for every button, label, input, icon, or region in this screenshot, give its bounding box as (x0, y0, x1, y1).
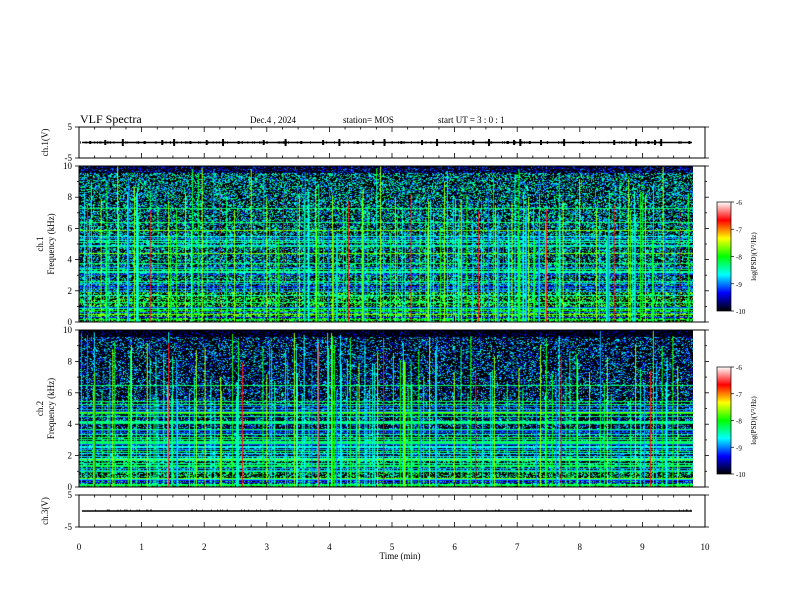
y-tick-label: 4 (68, 419, 73, 429)
y-tick-label: 0 (68, 317, 73, 327)
y-tick-label: -5 (65, 153, 73, 163)
y-tick-label: 2 (68, 286, 73, 296)
ch2-ylabel: ch.2Frequency (kHz) (35, 378, 56, 439)
ch2-ylabel-line: Frequency (kHz) (46, 378, 56, 439)
y-tick-label: 6 (68, 388, 73, 398)
x-tick-label: 0 (77, 542, 82, 552)
x-tick-label: 5 (390, 542, 395, 552)
colorbar-tick-label: -7 (736, 226, 742, 234)
y-tick-label: 10 (63, 325, 73, 335)
colorbar-tick-label: -8 (736, 254, 742, 262)
ch3-ylabel: ch.3(V) (40, 497, 50, 525)
y-tick-label: -5 (65, 522, 73, 532)
ch1-ylabel: ch.1(V) (40, 129, 50, 157)
figure-title: VLF Spectra (80, 112, 142, 126)
y-tick-label: 10 (63, 161, 73, 171)
colorbar-tick-label: -9 (736, 281, 742, 289)
colorbar-tick-label: -10 (736, 308, 746, 316)
start-time-label: start UT = 3 : 0 : 1 (438, 115, 505, 125)
x-tick-label: 8 (578, 542, 583, 552)
colorbar-1 (716, 201, 732, 312)
colorbar-tick-label: -6 (736, 199, 742, 207)
x-tick-label: 2 (202, 542, 207, 552)
ch1-ylabel-line: ch.1 (35, 236, 45, 251)
y-tick-label: 5 (68, 490, 73, 500)
colorbar-tick-label: -6 (736, 364, 742, 372)
ch2-ylabel-line: ch.2 (35, 401, 45, 416)
x-tick-label: 10 (701, 542, 711, 552)
colorbar-tick-label: -8 (736, 418, 742, 426)
colorbar-tick-label: -7 (736, 391, 742, 399)
x-axis-label: Time (min) (380, 551, 421, 561)
y-tick-label: 5 (68, 122, 73, 132)
colorbar-tick-label: -10 (736, 471, 746, 479)
y-tick-label: 6 (68, 223, 73, 233)
date-label: Dec.4 , 2024 (250, 115, 296, 125)
y-tick-label: 8 (68, 192, 73, 202)
colorbar-label: log(PSD)(V²/Hz) (750, 232, 758, 281)
x-tick-label: 6 (452, 542, 457, 552)
y-tick-label: 0 (68, 482, 73, 492)
x-tick-label: 4 (327, 542, 332, 552)
colorbar-label: log(PSD)(V²/Hz) (750, 396, 758, 445)
y-tick-label: 2 (68, 451, 73, 461)
ch1-spectrogram-image (79, 166, 693, 322)
colorbar-2 (716, 366, 732, 475)
colorbar-tick-label: -9 (736, 444, 742, 452)
x-tick-label: 3 (265, 542, 270, 552)
ch1-ylabel: ch.1Frequency (kHz) (35, 213, 56, 274)
x-tick-label: 1 (139, 542, 144, 552)
ch2-spectrogram-image (79, 330, 693, 487)
station-label: station= MOS (343, 115, 394, 125)
ch1-ylabel-line: Frequency (kHz) (46, 213, 56, 274)
y-tick-label: 4 (68, 255, 73, 265)
x-tick-label: 9 (640, 542, 645, 552)
x-tick-label: 7 (515, 542, 520, 552)
y-tick-label: 8 (68, 356, 73, 366)
